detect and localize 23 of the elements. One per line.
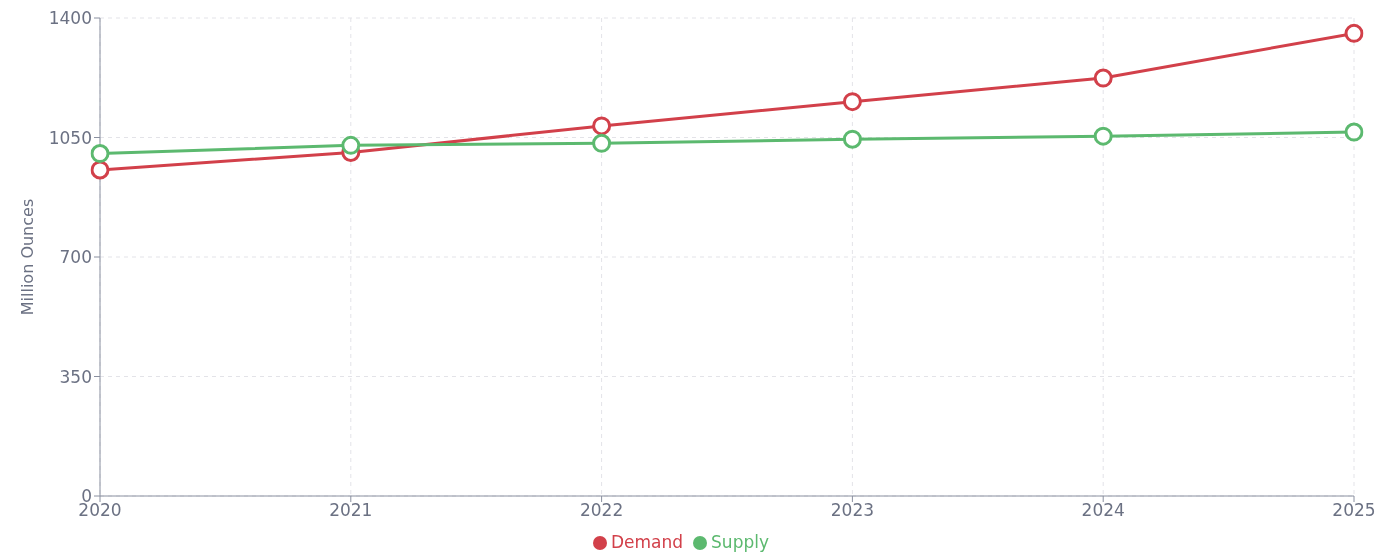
point <box>842 92 862 112</box>
legend-label: Supply <box>711 532 770 552</box>
point <box>1344 23 1364 43</box>
y-tick-label: 350 <box>59 366 92 387</box>
point <box>90 144 110 164</box>
x-tick-label: 2024 <box>1081 500 1125 521</box>
point <box>1344 122 1364 142</box>
point <box>1093 126 1113 146</box>
y-tick-label: 1050 <box>48 127 92 148</box>
point <box>842 129 862 149</box>
x-tick-label: 2025 <box>1332 500 1376 521</box>
legend-label: Demand <box>610 532 684 552</box>
x-tick-label: 2021 <box>329 500 373 521</box>
x-tick-label: 2022 <box>579 500 624 521</box>
point <box>592 116 612 136</box>
y-tick-label: 1400 <box>48 8 92 29</box>
point <box>90 160 110 180</box>
x-tick-label: 2023 <box>830 500 875 521</box>
point <box>592 133 612 153</box>
y-tick-label: 700 <box>59 247 92 268</box>
y-axis-title: Million Ounces <box>17 198 37 316</box>
point <box>341 135 361 155</box>
point <box>1093 68 1113 88</box>
